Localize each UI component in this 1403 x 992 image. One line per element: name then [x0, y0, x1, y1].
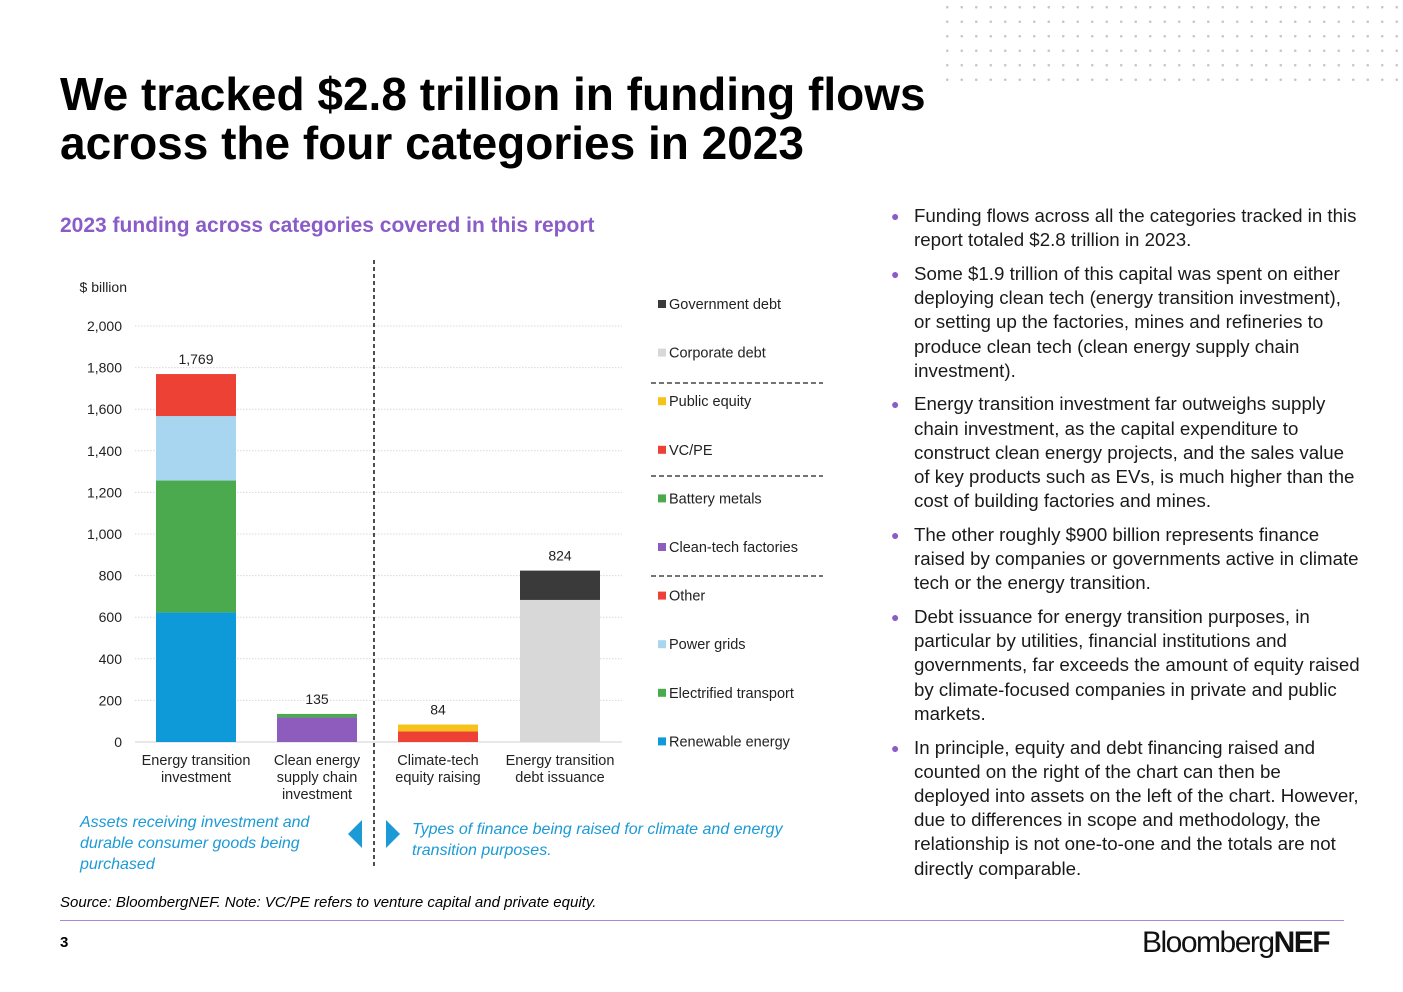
- legend-label: Public equity: [669, 394, 752, 410]
- triangle-left-icon: [348, 820, 362, 848]
- legend-swatch: [658, 445, 666, 454]
- bullet-dot-icon: ●: [891, 739, 900, 756]
- x-tick-label: equity raising: [395, 770, 480, 786]
- bullet-list: ● Funding flows across all the categories…: [890, 204, 1360, 890]
- legend-swatch: [658, 737, 666, 746]
- bullet-dot-icon: ●: [891, 609, 900, 626]
- bullet-item: ● Energy transition investment far outwei…: [891, 393, 1355, 512]
- y-tick-label: 1,600: [87, 401, 122, 417]
- bar-segment-vc-pe: [398, 731, 478, 742]
- legend-label: Electrified transport: [669, 686, 794, 702]
- footer-divider: [60, 920, 1344, 921]
- bullet-dot-icon: ●: [891, 396, 900, 413]
- legend-label: VC/PE: [669, 443, 713, 459]
- bar-segment-electrified-transport: [156, 480, 236, 613]
- note-left: Assets receiving investment and durable …: [80, 814, 310, 873]
- x-tick-label: Clean energy: [274, 753, 361, 769]
- bullet-item: ● The other roughly $900 billion represen…: [891, 523, 1359, 594]
- legend-label: Clean-tech factories: [669, 540, 798, 556]
- y-tick-label: 0: [114, 734, 122, 750]
- y-tick-label: 1,400: [87, 443, 122, 459]
- bar-total-label: 824: [548, 548, 572, 564]
- bar-segment-corporate-debt: [520, 599, 600, 742]
- page-number: 3: [60, 934, 69, 951]
- legend-swatch: [658, 397, 666, 406]
- bar-total-label: 135: [305, 691, 329, 707]
- bar-total-label: 84: [430, 702, 446, 718]
- legend-swatch: [658, 591, 666, 600]
- triangle-right-icon: [386, 820, 400, 848]
- y-axis-label: $ billion: [80, 279, 127, 295]
- x-tick-label: investment: [161, 770, 231, 786]
- bullet-item: ● Funding flows across all the categories…: [891, 205, 1357, 251]
- note-right: Types of finance being raised for climat…: [412, 821, 783, 859]
- bullet-dot-icon: ●: [891, 265, 900, 282]
- chart-subtitle: 2023 funding across categories covered i…: [60, 214, 595, 237]
- legend-label: Other: [669, 589, 705, 605]
- x-tick-label: debt issuance: [515, 770, 604, 786]
- legend-label: Power grids: [669, 637, 746, 653]
- bar-segment-power-grids: [156, 416, 236, 481]
- y-tick-label: 1,200: [87, 484, 122, 500]
- y-tick-label: 600: [99, 609, 123, 625]
- legend-label: Battery metals: [669, 491, 762, 507]
- legend-swatch: [658, 640, 666, 649]
- bar-segment-other: [156, 374, 236, 417]
- legend-swatch: [658, 494, 666, 503]
- x-tick-label: supply chain: [277, 770, 358, 786]
- legend-label: Government debt: [669, 297, 781, 313]
- bullet-item: ● In principle, equity and debt financing…: [891, 736, 1359, 879]
- bar-segment-government-debt: [520, 570, 600, 600]
- x-tick-label: Energy transition: [142, 753, 251, 769]
- source-note: Source: BloombergNEF. Note: VC/PE refers…: [60, 894, 597, 911]
- x-tick-label: Energy transition: [506, 753, 615, 769]
- dot-pattern-decoration: [940, 0, 1403, 92]
- bullet-item: ● Some $1.9 trillion of this capital was …: [891, 262, 1341, 381]
- bullet-dot-icon: ●: [891, 526, 900, 543]
- x-tick-label: Climate-tech: [397, 753, 478, 769]
- bar-segment-public-equity: [398, 724, 478, 732]
- y-tick-label: 2,000: [87, 318, 122, 334]
- legend-label: Renewable energy: [669, 734, 791, 750]
- y-tick-label: 800: [99, 568, 123, 584]
- bar-segment-renewable-energy: [156, 612, 236, 742]
- page-title: We tracked $2.8 trillion in funding flow…: [60, 68, 926, 169]
- bar-segment-battery-metals: [277, 713, 357, 718]
- legend-label: Corporate debt: [669, 346, 766, 362]
- y-tick-label: 1,800: [87, 360, 122, 376]
- y-tick-label: 1,000: [87, 526, 122, 542]
- bar-segment-clean-tech-factories: [277, 717, 357, 742]
- y-tick-label: 200: [99, 692, 123, 708]
- legend-swatch: [658, 348, 666, 357]
- bullet-item: ● Debt issuance for energy transition pur…: [891, 606, 1360, 724]
- legend-swatch: [658, 688, 666, 697]
- bar-total-label: 1,769: [178, 351, 213, 367]
- legend-swatch: [658, 300, 666, 308]
- y-tick-label: 400: [99, 651, 123, 667]
- x-tick-label: investment: [282, 787, 352, 803]
- legend-swatch: [658, 543, 666, 551]
- bullet-dot-icon: ●: [891, 208, 900, 224]
- bloombergnef-logo: BloombergNEF: [1142, 926, 1331, 959]
